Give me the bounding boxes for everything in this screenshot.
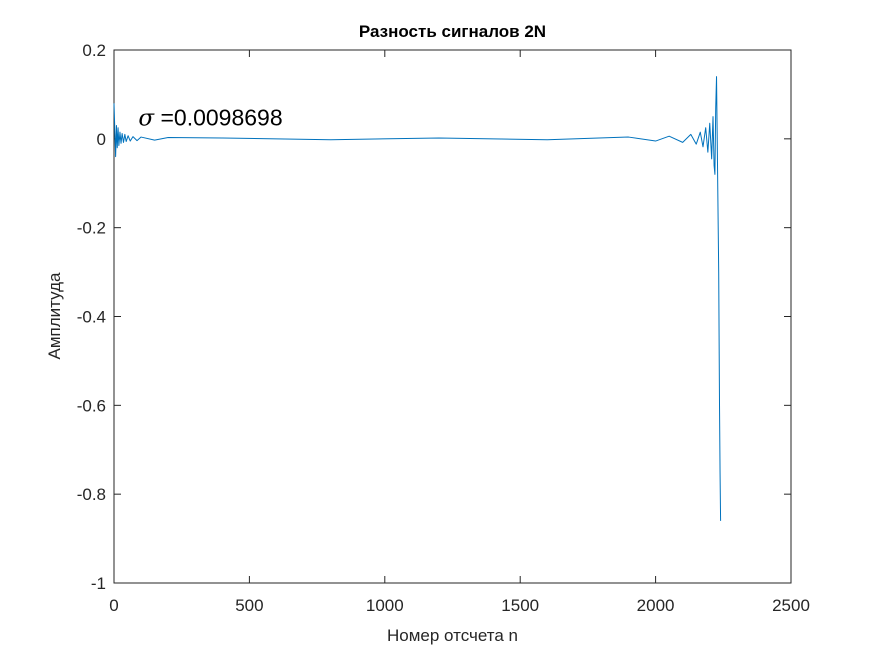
y-tick-label: 0.2 (82, 41, 106, 60)
x-tick-label: 2000 (637, 596, 675, 615)
sigma-annotation: σ =0.0098698 (138, 105, 282, 132)
sigma-value: =0.0098698 (154, 105, 283, 131)
y-tick-label: -1 (91, 574, 106, 593)
x-tick-label: 0 (109, 596, 118, 615)
y-tick-label: -0.4 (77, 308, 106, 327)
x-axis-label: Номер отсчета n (387, 626, 518, 645)
x-tick-label: 1000 (366, 596, 404, 615)
y-tick-label: 0 (97, 130, 106, 149)
sigma-symbol: σ (138, 106, 155, 132)
y-tick-label: -0.6 (77, 396, 106, 415)
x-tick-label: 1500 (501, 596, 539, 615)
y-axis-ticks: 0.2 0 -0.2 -0.4 -0.6 -0.8 -1 (77, 41, 791, 593)
plot-area: 0 500 1000 1500 2000 2500 0.2 0 -0.2 -0.4 -0.6 -0.… (77, 41, 810, 615)
y-tick-label: -0.2 (77, 219, 106, 238)
axes-box (113, 49, 792, 584)
x-tick-label: 500 (235, 596, 263, 615)
x-tick-label: 2500 (772, 596, 810, 615)
x-axis-ticks: 0 500 1000 1500 2000 2500 (109, 50, 810, 615)
y-axis-label: Амплитуда (45, 272, 64, 359)
chart-title: Разность сигналов 2N (359, 22, 546, 41)
y-tick-label: -0.8 (77, 485, 106, 504)
series-line (113, 76, 722, 521)
